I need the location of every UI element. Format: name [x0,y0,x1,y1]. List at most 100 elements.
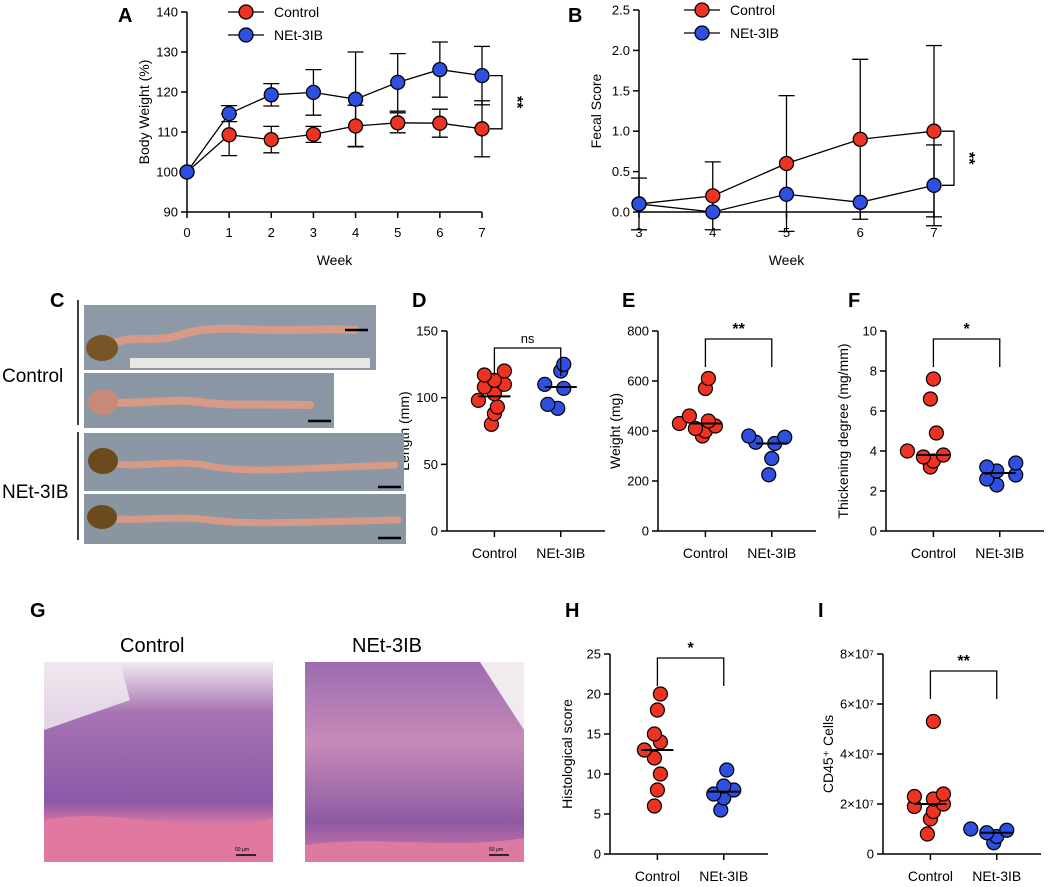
data-point-treated [706,786,722,802]
y-tick-label: 140 [156,5,178,20]
y-axis-title: CD45⁺ Cells [820,715,836,793]
data-point-control [915,449,932,465]
data-point-control [432,115,448,131]
cecum-1 [86,335,118,361]
y-tick-label: 2×10⁷ [840,797,874,812]
y-tick-label: 120 [156,85,178,100]
significance-label: ns [521,331,535,346]
data-point-control [778,155,795,172]
y-tick-label: 150 [416,324,438,339]
y-tick-label: 600 [627,374,649,389]
y-tick-label: 4 [870,444,877,459]
x-axis-title: Week [769,252,806,268]
significance-bracket [656,657,725,686]
data-point-treated [179,164,195,180]
y-tick-label: 90 [164,205,178,220]
photo-label-treated: NEt-3IB [2,482,69,503]
data-point-control [671,415,688,432]
chart-f-thickening: 0 2 4 6 8 10 Thickening degree (mg/mm) Control N… [835,321,1044,561]
he-image-treated [305,662,524,862]
ruler [130,358,370,368]
y-tick-label: 1.5 [612,83,630,98]
y-tick-label: 130 [156,45,178,60]
legend-label: NEt-3IB [730,25,779,41]
y-tick-label: 1.0 [612,124,630,139]
y-tick-label: 0 [594,847,601,862]
y-tick-label: 8×10⁷ [840,647,874,662]
data-point-control [474,121,490,137]
data-point-treated [852,194,868,210]
data-point-treated [999,822,1015,838]
data-point-control [646,798,663,814]
data-point-control [700,370,717,387]
data-point-treated [963,821,979,837]
data-point-treated [777,429,793,445]
colon-specimen-3 [99,458,399,474]
y-axis-title: Thickening degree (mg/mm) [835,343,851,518]
y-axis-title: Body Weight (%) [136,60,152,165]
y-axis-title: Histological score [559,699,575,809]
x-tick-label: 5 [783,225,790,240]
panel-letter-e: E [622,290,635,312]
he-scale-label-a: 50 μm [235,847,249,853]
photo-label-control: Control [2,366,63,387]
significance-label: * [963,321,970,338]
he-muscularis-treated [305,838,524,862]
panel-letter-b: B [568,5,582,27]
panel-letter-a: A [118,5,132,27]
x-category-label: Control [635,868,680,884]
significance-label: ** [957,653,970,670]
data-point-control [221,127,237,143]
x-category-label: Control [908,868,953,884]
colon-specimen-1 [98,324,359,354]
x-tick-label: 5 [394,225,401,240]
x-tick-label: 2 [268,225,275,240]
data-point-control [649,702,666,718]
panel-letter-c: C [50,290,64,312]
y-tick-label: 6×10⁷ [840,697,874,712]
chart-a-body-weight: 90 100 110 120 130 140 Body Weight (%) 0 1 2 3 4 5 6 7… [136,4,525,268]
data-point-control [390,115,406,131]
data-point-control [652,686,669,702]
chart-e-weight: 0 200 400 600 800 Weight (mg) Control NEt-3IB ** [607,321,816,561]
significance-bracket [929,670,998,699]
data-point-control [263,131,279,148]
data-point-control [681,408,698,424]
x-category-label: NEt-3IB [972,868,1021,884]
cecum-4 [87,505,117,529]
panel-letter-h: H [565,600,579,622]
cecum-3 [88,448,118,474]
data-point-treated [537,376,553,392]
x-category-label: NEt-3IB [747,545,796,561]
y-tick-label: 10 [587,767,601,782]
histology-photos: Control NEt-3IB 50 μm 50 μm [44,635,524,862]
he-label-treated: NEt-3IB [352,635,422,657]
y-tick-label: 50 [424,457,438,472]
legend-marker-control [694,2,710,18]
data-point-control [925,371,942,387]
data-point-control [476,367,492,383]
y-tick-label: 800 [627,324,649,339]
panel-letter-g: G [30,600,46,622]
y-tick-label: 6 [870,404,877,419]
colon-specimen-4 [98,514,402,527]
data-point-treated [556,356,572,372]
y-tick-label: 400 [627,424,649,439]
data-point-control [925,713,942,730]
y-tick-label: 4×10⁷ [840,747,874,762]
significance-stars: ** [960,152,977,165]
data-point-treated [305,84,322,101]
y-tick-label: 2 [870,484,877,499]
data-point-control [687,420,704,437]
data-point-treated [540,396,556,412]
significance-bracket [942,130,955,186]
y-tick-label: 0 [642,524,649,539]
x-axis-title: Week [317,252,354,268]
legend-label: NEt-3IB [274,27,323,43]
y-tick-label: 10 [863,324,877,339]
x-category-label: Control [683,545,728,561]
he-muscularis-control [44,816,273,862]
significance-label: ** [732,321,745,338]
